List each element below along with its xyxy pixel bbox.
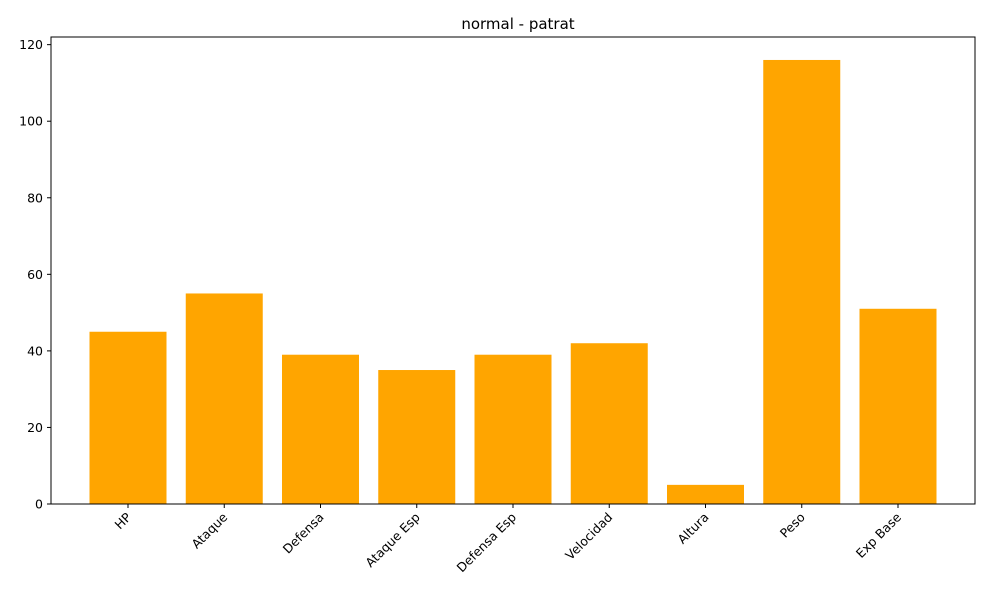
y-tick-label: 120: [19, 37, 43, 52]
bar-defensa-esp: [474, 354, 552, 504]
x-tick-label: HP: [112, 509, 135, 532]
y-tick-label: 60: [27, 267, 43, 282]
x-tick-label: Ataque: [188, 509, 230, 551]
bar-exp-base: [859, 308, 937, 504]
y-axis: 0 20 40 60 80 100 120: [19, 37, 51, 512]
x-tick-label: Exp Base: [853, 509, 905, 561]
bar-peso: [763, 59, 841, 504]
bar-velocidad: [570, 343, 648, 504]
bar-defensa: [282, 354, 359, 504]
chart-title: normal - patrat: [461, 15, 574, 33]
y-tick-label: 0: [35, 497, 43, 512]
x-axis: HP Ataque Defensa Ataque Esp Defensa Esp Velo…: [112, 504, 905, 575]
x-tick-label: Altura: [674, 510, 711, 547]
plot-frame: [50, 36, 976, 505]
bar-ataque-esp: [378, 370, 456, 504]
x-tick-label: Velocidad: [562, 510, 615, 563]
y-tick-label: 80: [27, 190, 43, 205]
y-tick-label: 20: [27, 420, 43, 435]
bars-group: [89, 59, 937, 504]
bar-hp: [89, 331, 167, 504]
bar-altura: [667, 484, 744, 504]
x-tick-label: Ataque Esp: [362, 509, 423, 570]
x-tick-label: Defensa Esp: [453, 509, 519, 575]
y-tick-label: 100: [19, 114, 43, 129]
x-tick-label: Defensa: [280, 510, 327, 557]
x-tick-label: Peso: [777, 510, 808, 541]
bar-ataque: [185, 293, 263, 504]
y-tick-label: 40: [27, 343, 43, 358]
